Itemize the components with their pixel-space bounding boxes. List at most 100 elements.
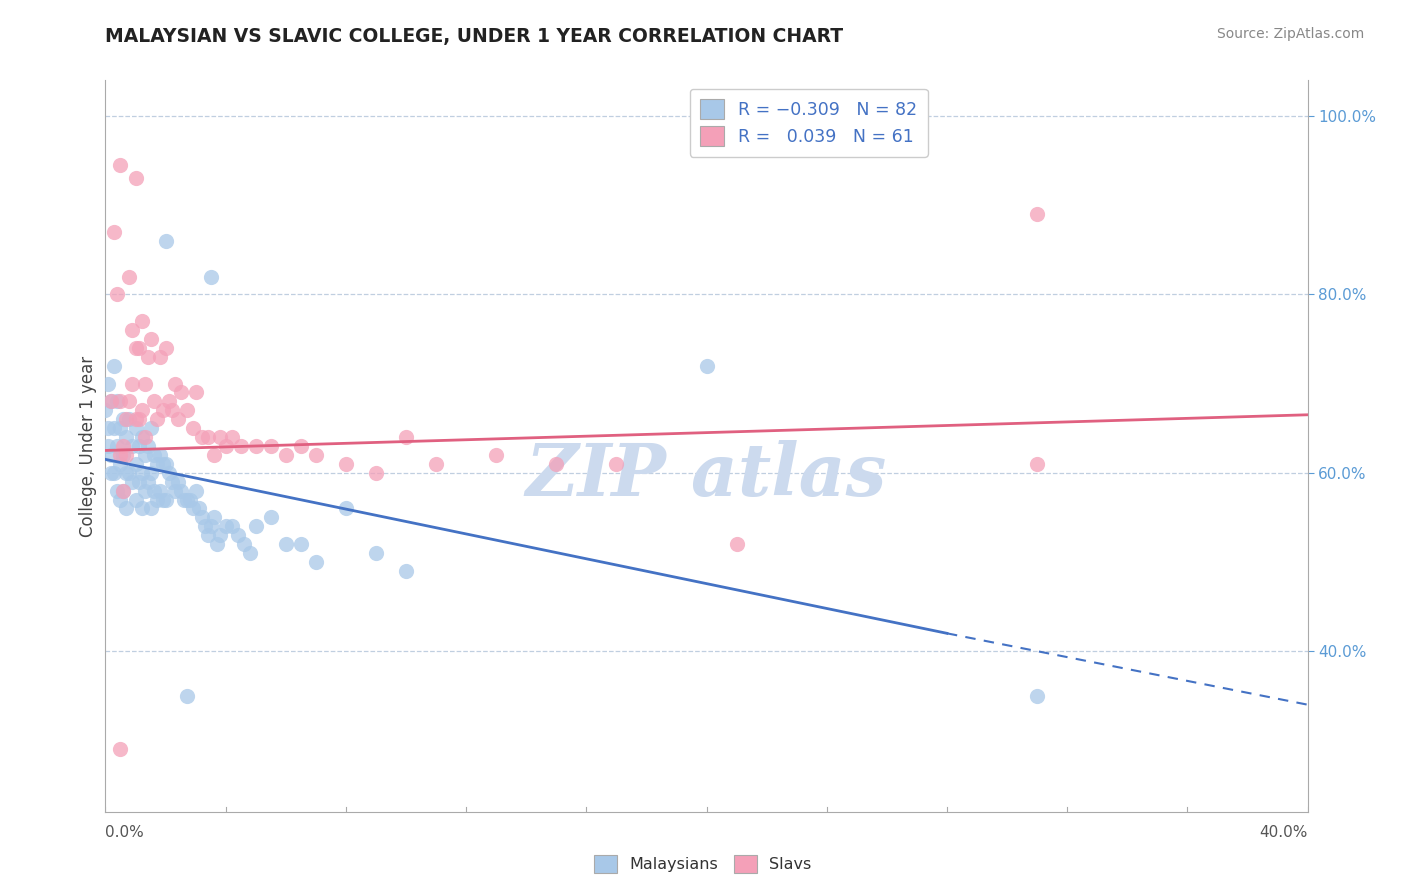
Malaysians <box>148 483 170 498</box>
Malaysians <box>107 483 129 498</box>
Slavs <box>142 394 165 409</box>
Malaysians <box>112 483 135 498</box>
Malaysians <box>214 519 236 533</box>
Malaysians <box>157 466 180 480</box>
Slavs <box>148 350 170 364</box>
Malaysians <box>136 475 159 489</box>
Slavs <box>112 439 135 453</box>
Slavs <box>103 225 125 239</box>
Slavs <box>184 385 207 400</box>
Slavs <box>485 448 508 462</box>
Malaysians <box>194 519 217 533</box>
Malaysians <box>274 537 297 551</box>
Slavs <box>121 323 143 337</box>
Slavs <box>176 403 198 417</box>
Malaysians <box>131 430 153 444</box>
Text: Source: ZipAtlas.com: Source: ZipAtlas.com <box>1216 27 1364 41</box>
Malaysians <box>107 394 129 409</box>
Text: MALAYSIAN VS SLAVIC COLLEGE, UNDER 1 YEAR CORRELATION CHART: MALAYSIAN VS SLAVIC COLLEGE, UNDER 1 YEA… <box>105 27 844 45</box>
Malaysians <box>100 394 122 409</box>
Malaysians <box>176 492 198 507</box>
Slavs <box>131 314 153 328</box>
Slavs <box>121 376 143 391</box>
Malaysians <box>163 483 186 498</box>
Slavs <box>290 439 312 453</box>
Malaysians <box>124 457 146 471</box>
Malaysians <box>148 448 170 462</box>
Malaysians <box>260 510 283 524</box>
Slavs <box>118 269 141 284</box>
Malaysians <box>134 483 156 498</box>
Malaysians <box>118 466 141 480</box>
Malaysians <box>142 483 165 498</box>
Malaysians <box>290 537 312 551</box>
Slavs <box>115 412 138 426</box>
Malaysians <box>110 421 132 435</box>
Malaysians <box>97 421 120 435</box>
Slavs <box>166 412 188 426</box>
Slavs <box>155 341 177 355</box>
Malaysians <box>128 439 150 453</box>
Malaysians <box>131 466 153 480</box>
Malaysians <box>145 492 167 507</box>
Slavs <box>274 448 297 462</box>
Malaysians <box>155 457 177 471</box>
Malaysians <box>179 492 201 507</box>
Slavs <box>157 394 180 409</box>
Malaysians <box>110 457 132 471</box>
Malaysians <box>142 448 165 462</box>
Malaysians <box>115 501 138 516</box>
Slavs <box>115 448 138 462</box>
Slavs <box>605 457 627 471</box>
Slavs <box>364 466 387 480</box>
Slavs <box>395 430 418 444</box>
Malaysians <box>115 430 138 444</box>
Malaysians <box>395 564 418 578</box>
Malaysians <box>205 537 228 551</box>
Malaysians <box>1026 689 1049 703</box>
Slavs <box>221 430 243 444</box>
Slavs <box>118 394 141 409</box>
Malaysians <box>97 439 120 453</box>
Malaysians <box>221 519 243 533</box>
Malaysians <box>121 475 143 489</box>
Malaysians <box>136 439 159 453</box>
Malaysians <box>200 269 222 284</box>
Slavs <box>124 341 146 355</box>
Slavs <box>229 439 252 453</box>
Slavs <box>110 742 132 756</box>
Malaysians <box>103 359 125 373</box>
Malaysians <box>160 475 183 489</box>
Malaysians <box>173 492 195 507</box>
Malaysians <box>364 546 387 560</box>
Malaysians <box>696 359 718 373</box>
Malaysians <box>110 492 132 507</box>
Malaysians <box>155 234 177 248</box>
Slavs <box>152 403 174 417</box>
Slavs <box>546 457 568 471</box>
Malaysians <box>121 439 143 453</box>
Text: ZIP atlas: ZIP atlas <box>526 440 887 511</box>
Malaysians <box>103 466 125 480</box>
Y-axis label: College, Under 1 year: College, Under 1 year <box>79 355 97 537</box>
Slavs <box>128 412 150 426</box>
Malaysians <box>176 689 198 703</box>
Text: 40.0%: 40.0% <box>1260 825 1308 840</box>
Malaysians <box>208 528 231 542</box>
Slavs <box>107 287 129 301</box>
Slavs <box>100 394 122 409</box>
Slavs <box>245 439 267 453</box>
Malaysians <box>181 501 204 516</box>
Slavs <box>139 332 162 346</box>
Malaysians <box>145 457 167 471</box>
Malaysians <box>232 537 254 551</box>
Malaysians <box>112 448 135 462</box>
Malaysians <box>115 466 138 480</box>
Slavs <box>160 403 183 417</box>
Malaysians <box>200 519 222 533</box>
Slavs <box>190 430 212 444</box>
Malaysians <box>134 448 156 462</box>
Slavs <box>335 457 357 471</box>
Slavs <box>110 158 132 172</box>
Malaysians <box>152 492 174 507</box>
